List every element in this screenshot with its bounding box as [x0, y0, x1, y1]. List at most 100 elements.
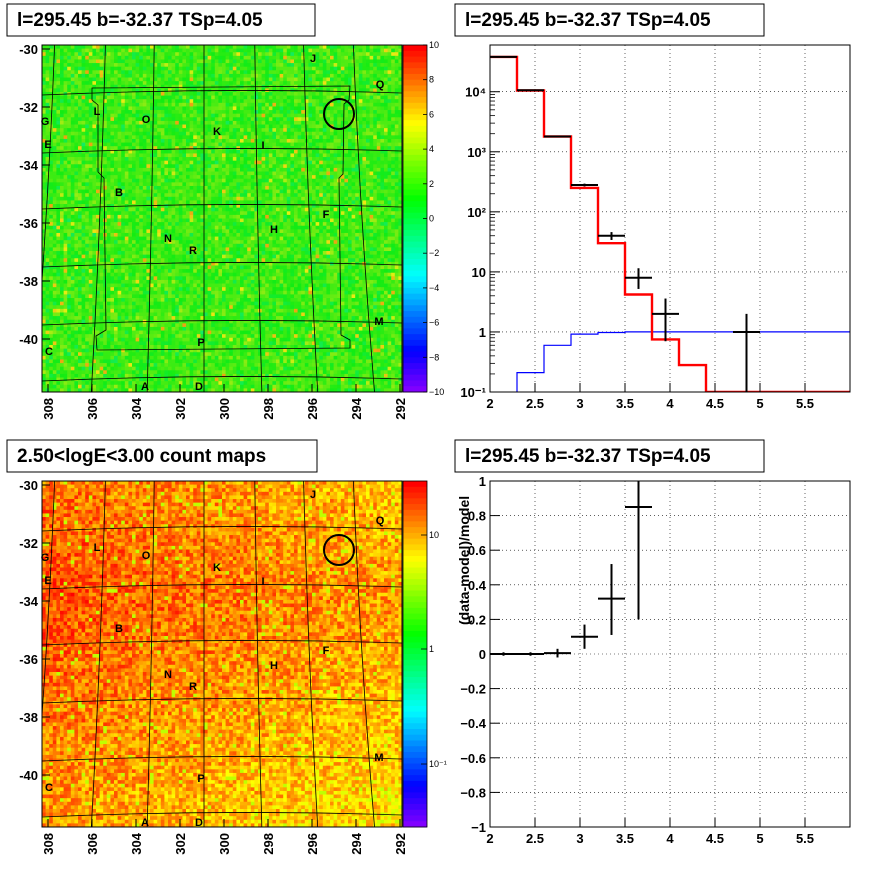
map-pixel	[387, 135, 392, 140]
map-pixel	[376, 189, 381, 194]
map-pixel	[369, 66, 374, 71]
map-pixel	[88, 204, 93, 209]
map-pixel	[225, 55, 230, 60]
map-pixel	[315, 120, 320, 125]
map-pixel	[153, 128, 158, 133]
map-pixel	[326, 211, 331, 216]
map-pixel	[70, 113, 75, 118]
map-pixel	[366, 88, 370, 93]
map-pixel	[243, 131, 248, 136]
map-pixel	[121, 153, 126, 158]
map-pixel	[88, 45, 93, 50]
map-pixel	[348, 157, 352, 162]
map-pixel	[160, 182, 165, 187]
map-pixel	[268, 110, 273, 115]
map-pixel	[225, 196, 230, 201]
map-pixel	[229, 189, 234, 194]
map-pixel	[110, 149, 115, 154]
map-pixel	[124, 113, 129, 118]
map-pixel	[229, 142, 234, 147]
map-pixel	[254, 73, 259, 78]
map-pixel	[182, 200, 187, 205]
map-pixel	[160, 52, 165, 57]
map-pixel	[398, 113, 402, 118]
map-pixel	[204, 52, 208, 57]
map-pixel	[369, 48, 374, 53]
map-pixel	[380, 193, 385, 198]
map-pixel	[182, 66, 187, 71]
map-pixel	[128, 99, 133, 104]
map-pixel	[387, 84, 392, 89]
map-pixel	[85, 131, 90, 136]
map-pixel	[247, 222, 252, 227]
map-pixel	[171, 91, 176, 96]
map-pixel	[189, 52, 194, 57]
map-pixel	[330, 200, 334, 205]
map-pixel	[387, 113, 392, 118]
map-pixel	[376, 146, 381, 151]
map-pixel	[301, 70, 306, 75]
map-pixel	[63, 59, 68, 64]
map-pixel	[150, 102, 154, 107]
map-pixel	[214, 211, 219, 216]
map-pixel	[99, 99, 104, 104]
map-pixel	[315, 164, 320, 169]
map-pixel	[214, 160, 219, 165]
map-pixel	[322, 124, 327, 129]
map-pixel	[225, 193, 230, 198]
map-pixel	[369, 214, 374, 219]
map-pixel	[315, 160, 320, 165]
map-pixel	[146, 120, 151, 125]
map-pixel	[186, 146, 190, 151]
map-pixel	[387, 207, 392, 212]
map-pixel	[344, 128, 349, 133]
map-pixel	[286, 222, 291, 227]
map-pixel	[204, 138, 208, 143]
map-pixel	[142, 131, 147, 136]
map-pixel	[196, 167, 201, 172]
map-pixel	[128, 175, 133, 180]
map-pixel	[178, 135, 183, 140]
map-pixel	[70, 171, 75, 176]
map-pixel	[124, 135, 129, 140]
map-pixel	[337, 117, 342, 122]
map-pixel	[391, 164, 396, 169]
map-pixel	[236, 135, 241, 140]
map-pixel	[337, 99, 342, 104]
map-pixel	[243, 200, 248, 205]
map-pixel	[312, 131, 316, 136]
map-pixel	[333, 106, 338, 111]
map-pixel	[142, 153, 147, 158]
map-pixel	[319, 193, 324, 198]
map-pixel	[193, 45, 198, 50]
map-pixel	[290, 164, 295, 169]
map-pixel	[391, 189, 396, 194]
map-pixel	[229, 222, 234, 227]
map-pixel	[45, 110, 50, 115]
map-pixel	[128, 138, 133, 143]
map-pixel	[63, 193, 68, 198]
map-pixel	[250, 113, 255, 118]
map-pixel	[96, 185, 100, 190]
map-pixel	[337, 135, 342, 140]
map-pixel	[164, 204, 169, 209]
map-pixel	[52, 81, 57, 86]
map-pixel	[344, 117, 349, 122]
map-pixel	[207, 222, 212, 227]
map-pixel	[344, 142, 349, 147]
map-pixel	[45, 63, 50, 68]
map-pixel	[398, 149, 402, 154]
map-pixel	[290, 142, 295, 147]
map-pixel	[92, 135, 97, 140]
map-pixel	[218, 222, 223, 227]
map-pixel	[42, 124, 46, 129]
map-pixel	[74, 222, 79, 227]
map-pixel	[63, 106, 68, 111]
map-pixel	[139, 120, 144, 125]
map-pixel	[283, 45, 288, 50]
map-pixel	[135, 95, 140, 100]
map-pixel	[135, 189, 140, 194]
map-pixel	[351, 124, 356, 129]
map-pixel	[236, 99, 241, 104]
map-pixel	[243, 196, 248, 201]
